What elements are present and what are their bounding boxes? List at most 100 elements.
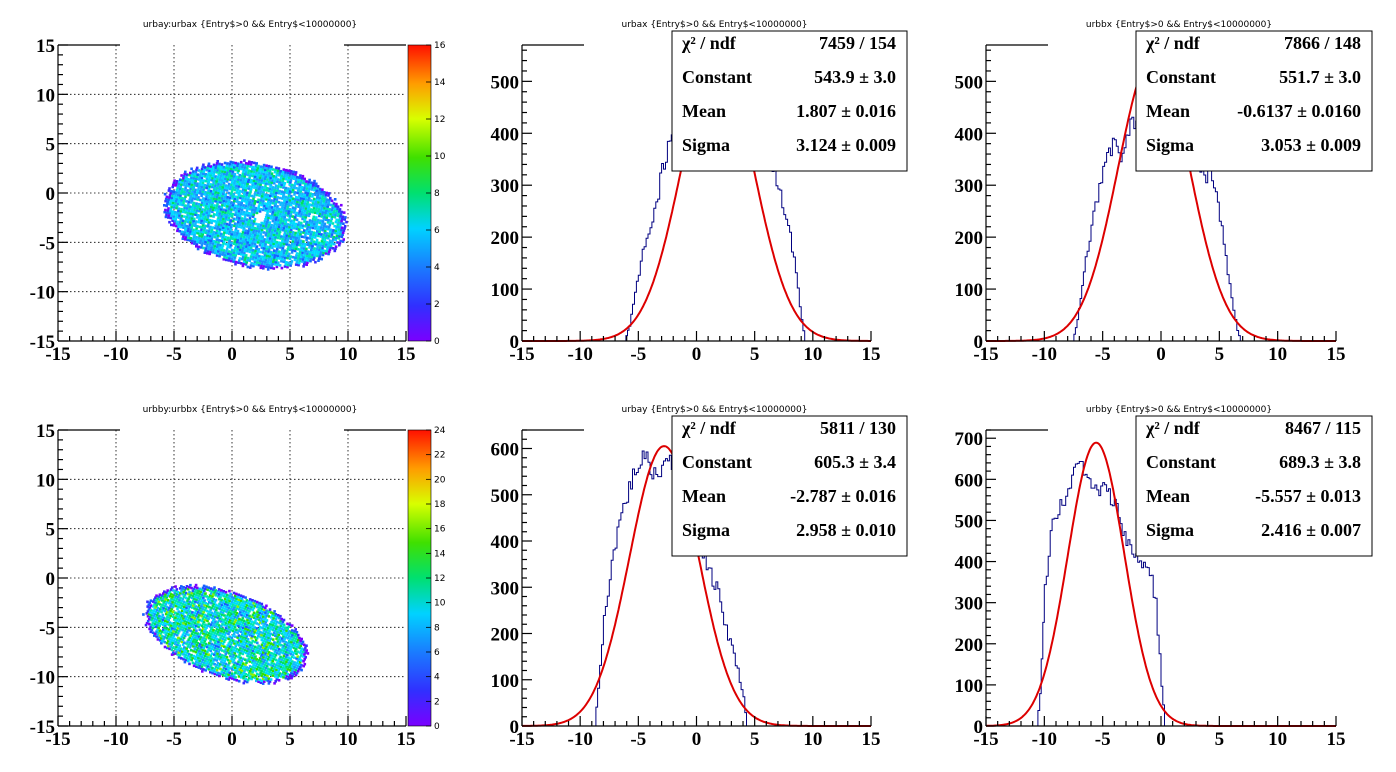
heatmap-cell [191,615,194,619]
heatmap-cell [234,245,238,248]
heatmap-cell [218,212,222,215]
heatmap-cell [287,661,291,664]
heatmap-cell [274,193,278,197]
heatmap-cell [326,212,330,215]
heatmap-cell [178,587,182,590]
heatmap-cell [253,657,256,660]
heatmap-cell [286,238,290,242]
heatmap-cell [257,256,260,260]
heatmap-cell [246,214,250,217]
heatmap-cell [272,175,276,178]
heatmap-cell [207,648,210,652]
heatmap-cell [249,181,253,184]
heatmap-cell [172,598,176,602]
heatmap-cell [274,184,278,188]
heatmap-cell [213,636,217,640]
heatmap-cell [302,206,305,210]
heatmap-cell [292,186,296,189]
heatmap-cell [164,598,167,601]
heatmap-cell [327,201,331,204]
heatmap-cell [168,642,171,646]
heatmap-cell [199,611,202,615]
x-tick-label: -5 [166,729,182,750]
heatmap-cell [242,219,246,223]
heatmap-cell [232,668,236,671]
heatmap-cell [235,249,239,253]
heatmap-cell [319,203,322,207]
heatmap-cell [250,253,254,256]
heatmap-cell [168,595,172,598]
heatmap-cell [268,230,271,233]
heatmap-cell [180,599,184,603]
heatmap-cell [216,652,219,655]
heatmap-cell [331,240,334,243]
heatmap-cell [262,264,266,268]
heatmap-cell [265,229,269,233]
heatmap-cell [306,261,309,264]
heatmap-cell [279,253,283,256]
heatmap-cell [263,663,267,667]
heatmap-cell [280,183,283,187]
heatmap-cell [214,665,218,669]
heatmap-cell [179,652,183,655]
heatmap-cell [227,678,231,681]
heatmap-cell [226,195,229,199]
heatmap-cell [167,608,170,612]
stats-box-frame [1135,30,1373,172]
heatmap-cell [253,220,256,223]
heatmap-cell [294,633,298,636]
heatmap-cell [243,233,247,237]
heatmap-cell [170,205,173,209]
heatmap-cell [274,653,278,657]
heatmap-cell [261,192,265,196]
heatmap-cell [230,636,234,639]
heatmap-cell [301,226,304,230]
heatmap-cell [264,166,268,170]
heatmap-cell [284,676,288,680]
heatmap-cell [175,204,179,208]
heatmap-cell [235,597,238,600]
heatmap-cell [279,639,283,642]
heatmap-cell [208,243,212,247]
heatmap-cell [309,183,313,186]
heatmap-cell [192,649,195,653]
heatmap-cell [209,207,212,211]
heatmap-cell [145,612,149,615]
heatmap-cell [197,661,200,664]
heatmap-cell [274,209,278,212]
heatmap-cell [270,215,273,218]
heatmap-cell [195,209,199,212]
heatmap-cell [271,212,274,216]
heatmap-cell [276,630,279,634]
heatmap-cell [250,246,253,249]
heatmap-cell [290,650,294,654]
heatmap-cell [252,633,255,636]
heatmap-cell [195,665,198,668]
heatmap-cell [244,641,248,645]
heatmap-cell [275,615,279,619]
heatmap-cell [270,264,274,268]
heatmap-cell [252,611,256,615]
heatmap-cell [150,623,153,627]
heatmap-cell [247,667,251,670]
heatmap-cell [289,631,293,634]
heatmap-cell [244,188,247,192]
heatmap-cell [240,217,244,220]
heatmap-cell [225,655,229,659]
heatmap-cell [173,179,176,182]
heatmap-cell [176,186,179,190]
heatmap-cell [195,202,198,205]
heatmap-cell [324,211,327,215]
heatmap-cells [142,583,310,685]
heatmap-cell [231,172,234,175]
heatmap-cell [220,644,224,647]
heatmap-cell [276,180,279,183]
heatmap-cell [302,247,306,250]
heatmap-cell [202,230,205,234]
heatmap-cell [251,644,255,648]
heatmap-cell [165,617,168,621]
heatmap-cell [275,225,278,228]
heatmap-cell [302,262,306,266]
heatmap-cell [241,172,245,176]
heatmap-cell [197,604,201,607]
